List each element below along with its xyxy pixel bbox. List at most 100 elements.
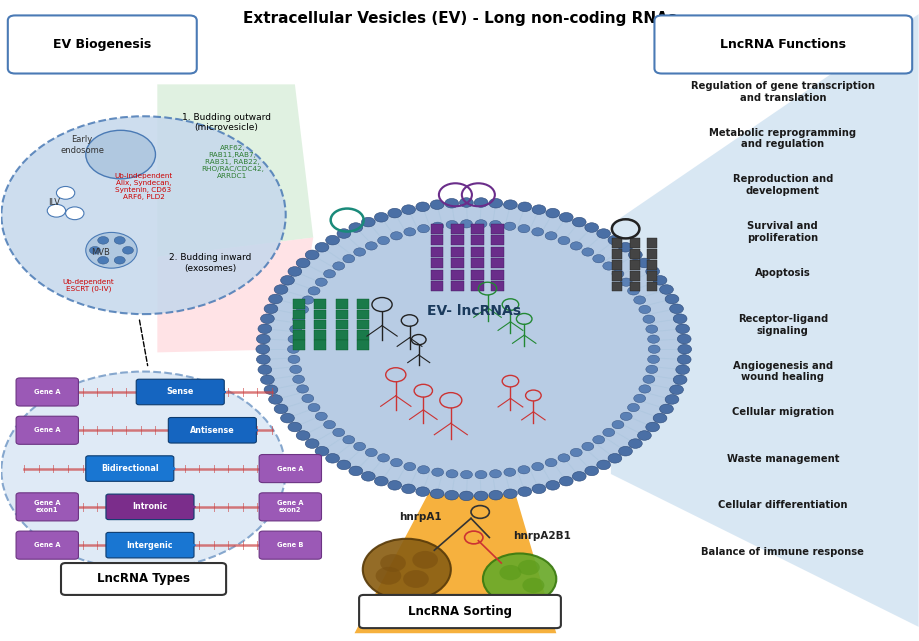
Circle shape xyxy=(114,256,125,264)
Bar xyxy=(491,258,504,269)
Bar xyxy=(450,224,463,234)
Circle shape xyxy=(638,305,650,313)
Circle shape xyxy=(315,446,328,456)
Circle shape xyxy=(301,394,313,403)
Circle shape xyxy=(627,287,639,295)
Circle shape xyxy=(628,439,641,448)
Circle shape xyxy=(445,199,458,208)
Circle shape xyxy=(584,222,598,232)
Bar xyxy=(646,271,656,281)
Text: Ub-dependent
ESCRT (0-IV): Ub-dependent ESCRT (0-IV) xyxy=(62,279,114,292)
Circle shape xyxy=(289,325,301,333)
Polygon shape xyxy=(354,477,556,633)
Circle shape xyxy=(333,428,345,437)
Bar xyxy=(611,260,621,270)
Circle shape xyxy=(390,458,402,467)
Circle shape xyxy=(287,345,299,353)
Circle shape xyxy=(669,385,683,394)
Bar xyxy=(293,310,305,319)
Bar xyxy=(313,299,325,309)
Circle shape xyxy=(353,442,365,451)
Circle shape xyxy=(274,285,288,294)
Circle shape xyxy=(673,314,686,324)
Circle shape xyxy=(257,365,271,374)
Circle shape xyxy=(89,247,100,254)
Circle shape xyxy=(460,220,472,228)
FancyBboxPatch shape xyxy=(16,378,78,406)
Bar xyxy=(357,310,369,319)
Text: Cellular differentiation: Cellular differentiation xyxy=(718,501,846,510)
Circle shape xyxy=(504,222,516,230)
Circle shape xyxy=(377,237,389,245)
FancyBboxPatch shape xyxy=(16,531,78,559)
Bar xyxy=(313,340,325,350)
Circle shape xyxy=(289,365,301,374)
Circle shape xyxy=(380,554,405,572)
Circle shape xyxy=(545,231,556,240)
Polygon shape xyxy=(157,238,312,353)
Circle shape xyxy=(602,428,614,437)
Text: LncRNA Sorting: LncRNA Sorting xyxy=(407,605,512,618)
Circle shape xyxy=(280,276,294,285)
Bar xyxy=(357,320,369,329)
Text: Gene B: Gene B xyxy=(277,542,303,548)
Circle shape xyxy=(581,442,593,451)
Bar xyxy=(491,224,504,234)
Circle shape xyxy=(375,567,401,585)
Circle shape xyxy=(638,385,650,393)
FancyBboxPatch shape xyxy=(653,15,912,74)
Circle shape xyxy=(673,375,686,385)
Circle shape xyxy=(122,247,133,254)
Bar xyxy=(313,310,325,319)
Circle shape xyxy=(417,465,429,474)
Circle shape xyxy=(503,200,516,210)
Circle shape xyxy=(482,553,556,604)
Circle shape xyxy=(263,203,684,496)
Polygon shape xyxy=(610,14,917,627)
Circle shape xyxy=(325,235,339,245)
Text: Cellular migration: Cellular migration xyxy=(731,407,833,417)
Circle shape xyxy=(592,254,604,263)
Circle shape xyxy=(642,375,654,383)
Bar xyxy=(430,235,443,246)
Circle shape xyxy=(315,278,327,287)
Bar xyxy=(293,330,305,340)
Circle shape xyxy=(669,304,683,313)
Bar xyxy=(335,299,347,309)
Circle shape xyxy=(353,248,365,256)
Circle shape xyxy=(412,551,437,569)
Bar xyxy=(471,247,483,257)
Circle shape xyxy=(415,202,429,212)
Circle shape xyxy=(431,222,443,230)
FancyBboxPatch shape xyxy=(168,417,256,443)
Text: Reproduction and
development: Reproduction and development xyxy=(732,174,832,196)
Bar xyxy=(611,238,621,248)
Circle shape xyxy=(664,294,678,304)
Text: Angiogenesis and
wound healing: Angiogenesis and wound healing xyxy=(732,361,832,382)
Circle shape xyxy=(659,404,673,413)
Circle shape xyxy=(2,372,286,569)
Circle shape xyxy=(664,395,678,404)
FancyBboxPatch shape xyxy=(136,379,224,404)
Circle shape xyxy=(365,448,377,456)
Circle shape xyxy=(473,197,487,207)
Circle shape xyxy=(607,235,621,245)
Circle shape xyxy=(348,466,362,476)
Circle shape xyxy=(264,385,278,394)
FancyBboxPatch shape xyxy=(259,454,321,483)
Circle shape xyxy=(559,213,573,222)
Circle shape xyxy=(280,413,294,423)
Bar xyxy=(471,258,483,269)
Circle shape xyxy=(602,262,614,270)
Circle shape xyxy=(627,403,639,412)
Circle shape xyxy=(114,237,125,244)
Circle shape xyxy=(323,420,335,429)
Circle shape xyxy=(255,344,269,354)
Circle shape xyxy=(85,233,137,268)
Bar xyxy=(450,258,463,269)
Circle shape xyxy=(596,460,610,470)
Circle shape xyxy=(619,412,631,420)
Bar xyxy=(313,330,325,340)
Circle shape xyxy=(618,446,631,456)
Circle shape xyxy=(390,231,402,240)
